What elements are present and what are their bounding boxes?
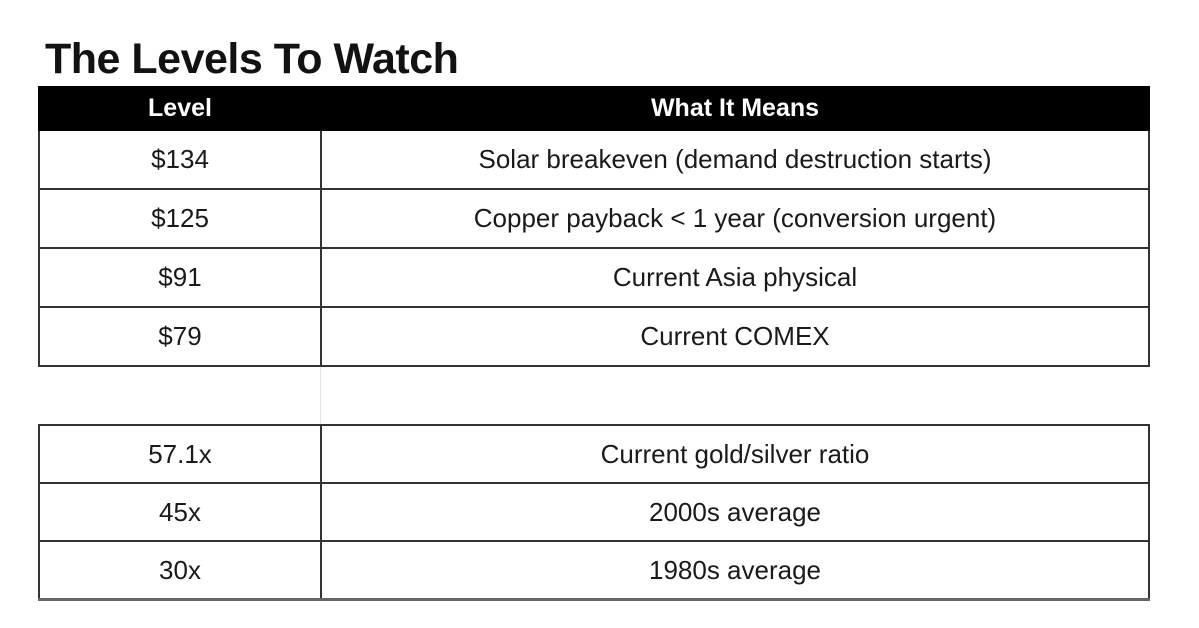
table-row: $91 Current Asia physical [38,247,1150,308]
meaning-cell: Current Asia physical [320,247,1150,308]
table-row: $125 Copper payback < 1 year (conversion… [38,188,1150,249]
meaning-cell: 1980s average [320,540,1150,601]
table-row: 30x 1980s average [38,540,1150,601]
level-cell: $134 [38,129,322,190]
header-row: Level What It Means [38,86,1150,131]
column-header-meaning: What It Means [320,86,1150,131]
table-row: 57.1x Current gold/silver ratio [38,424,1150,484]
levels-table: Level What It Means $134 Solar breakeven… [38,86,1150,367]
meaning-cell: Copper payback < 1 year (conversion urge… [320,188,1150,249]
level-cell: 57.1x [38,424,322,484]
level-cell: $125 [38,188,322,249]
level-cell: $79 [38,306,322,367]
table-row: $134 Solar breakeven (demand destruction… [38,129,1150,190]
table-gap [38,367,1148,424]
table-row: 45x 2000s average [38,482,1150,542]
level-cell: 45x [38,482,322,542]
tables-container: Level What It Means $134 Solar breakeven… [38,86,1150,601]
meaning-cell: Solar breakeven (demand destruction star… [320,129,1150,190]
page-title: The Levels To Watch [45,34,459,83]
gap-divider-line [320,367,321,424]
column-header-level: Level [38,86,322,131]
ratio-table: 57.1x Current gold/silver ratio 45x 2000… [38,424,1150,601]
meaning-cell: Current gold/silver ratio [320,424,1150,484]
level-cell: 30x [38,540,322,601]
meaning-cell: 2000s average [320,482,1150,542]
meaning-cell: Current COMEX [320,306,1150,367]
level-cell: $91 [38,247,322,308]
table-row: $79 Current COMEX [38,306,1150,367]
